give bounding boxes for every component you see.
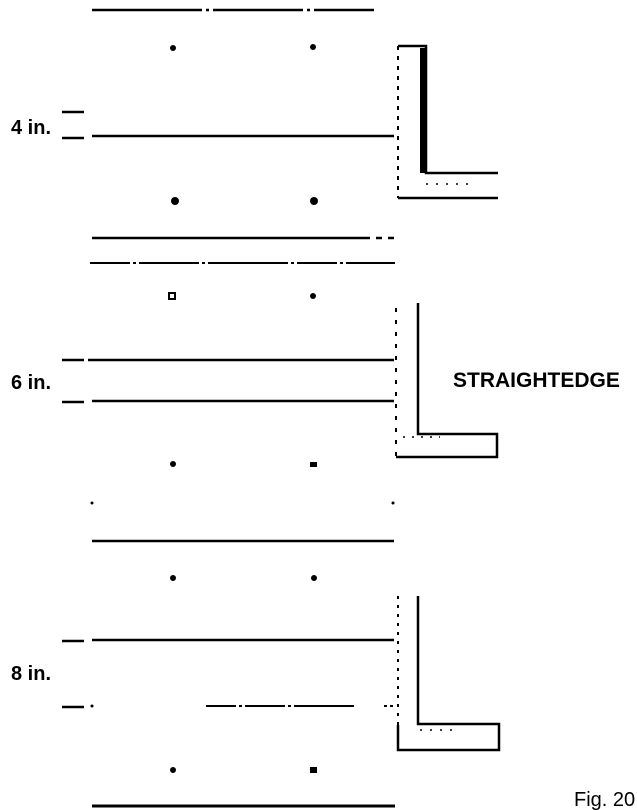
section-6-inch: 6 in. STRAIGHTEDGE: [11, 262, 620, 505]
nail-mark: [171, 197, 179, 205]
dot-mark: [90, 704, 94, 708]
figure-caption: Fig. 20: [574, 789, 635, 810]
nail-mark: [170, 575, 176, 581]
nail-mark: [168, 292, 176, 300]
straightedge-angle: [397, 44, 498, 200]
nail-mark: [310, 197, 318, 205]
spacing-label-4: 4 in.: [11, 117, 51, 139]
straightedge-angle: [395, 303, 499, 459]
nail-mark: [170, 767, 176, 773]
spacing-label-6: 6 in.: [11, 372, 51, 394]
spacing-label-8: 8 in.: [11, 663, 51, 685]
nail-mark: [170, 45, 176, 51]
nail-mark: [311, 575, 317, 581]
nail-mark: [310, 462, 317, 467]
straightedge-label: STRAIGHTEDGE: [453, 369, 620, 392]
dot-mark: [90, 501, 94, 505]
dot-mark: [391, 501, 395, 505]
nail-mark: [310, 767, 317, 773]
section-4-inch: 4 in.: [11, 8, 498, 240]
straightedge-angle: [396, 596, 501, 752]
nail-mark: [310, 44, 316, 50]
nail-mark: [310, 293, 316, 299]
nail-mark: [170, 461, 176, 467]
section-8-inch: 8 in. Fig. 20: [11, 539, 635, 810]
